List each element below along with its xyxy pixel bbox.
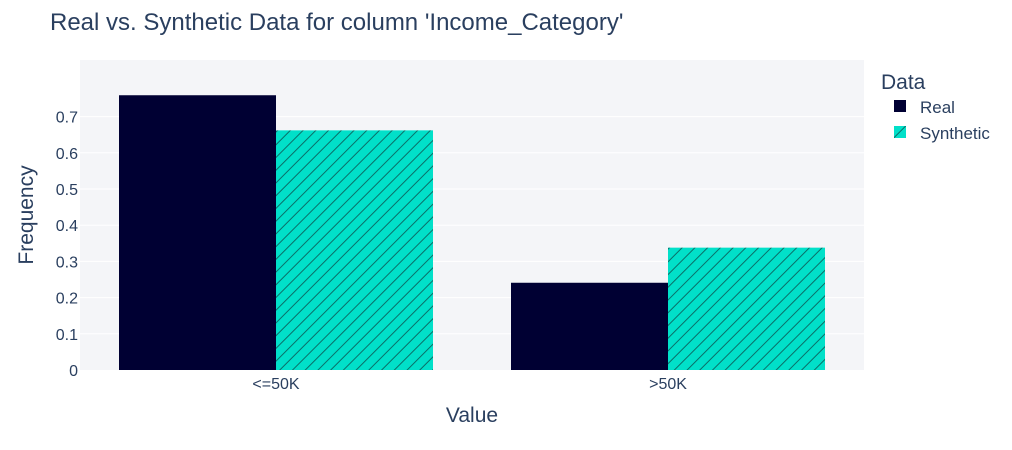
x-axis-title: Value <box>446 404 498 427</box>
bar-synthetic-1[interactable] <box>668 247 825 370</box>
bar-real-0[interactable] <box>119 95 276 370</box>
bar-real-1[interactable] <box>511 282 668 370</box>
y-tick-label: 0.1 <box>56 327 78 344</box>
legend-swatch-synthetic[interactable] <box>894 126 906 138</box>
x-axis-ticks: <=50K >50K <box>252 376 687 393</box>
bars <box>119 95 825 370</box>
x-tick-label: >50K <box>649 376 687 393</box>
x-tick-label: <=50K <box>252 376 299 393</box>
legend-title: Data <box>881 71 926 94</box>
y-tick-label: 0 <box>69 363 78 380</box>
chart-title: Real vs. Synthetic Data for column 'Inco… <box>50 9 623 36</box>
y-tick-label: 0.2 <box>56 291 78 308</box>
y-tick-label: 0.4 <box>56 218 78 235</box>
y-tick-label: 0.3 <box>56 254 78 271</box>
y-tick-label: 0.7 <box>56 110 78 127</box>
legend-swatch-real[interactable] <box>894 100 906 112</box>
y-axis-ticks: 0 0.1 0.2 0.3 0.4 0.5 0.6 0.7 <box>56 110 78 380</box>
legend: Data Real Synthetic <box>881 71 990 143</box>
y-tick-label: 0.6 <box>56 146 78 163</box>
y-axis-title: Frequency <box>15 165 38 265</box>
legend-label-synthetic[interactable]: Synthetic <box>920 124 990 143</box>
y-tick-label: 0.5 <box>56 182 78 199</box>
legend-label-real[interactable]: Real <box>920 98 955 117</box>
bar-synthetic-0[interactable] <box>276 130 433 370</box>
